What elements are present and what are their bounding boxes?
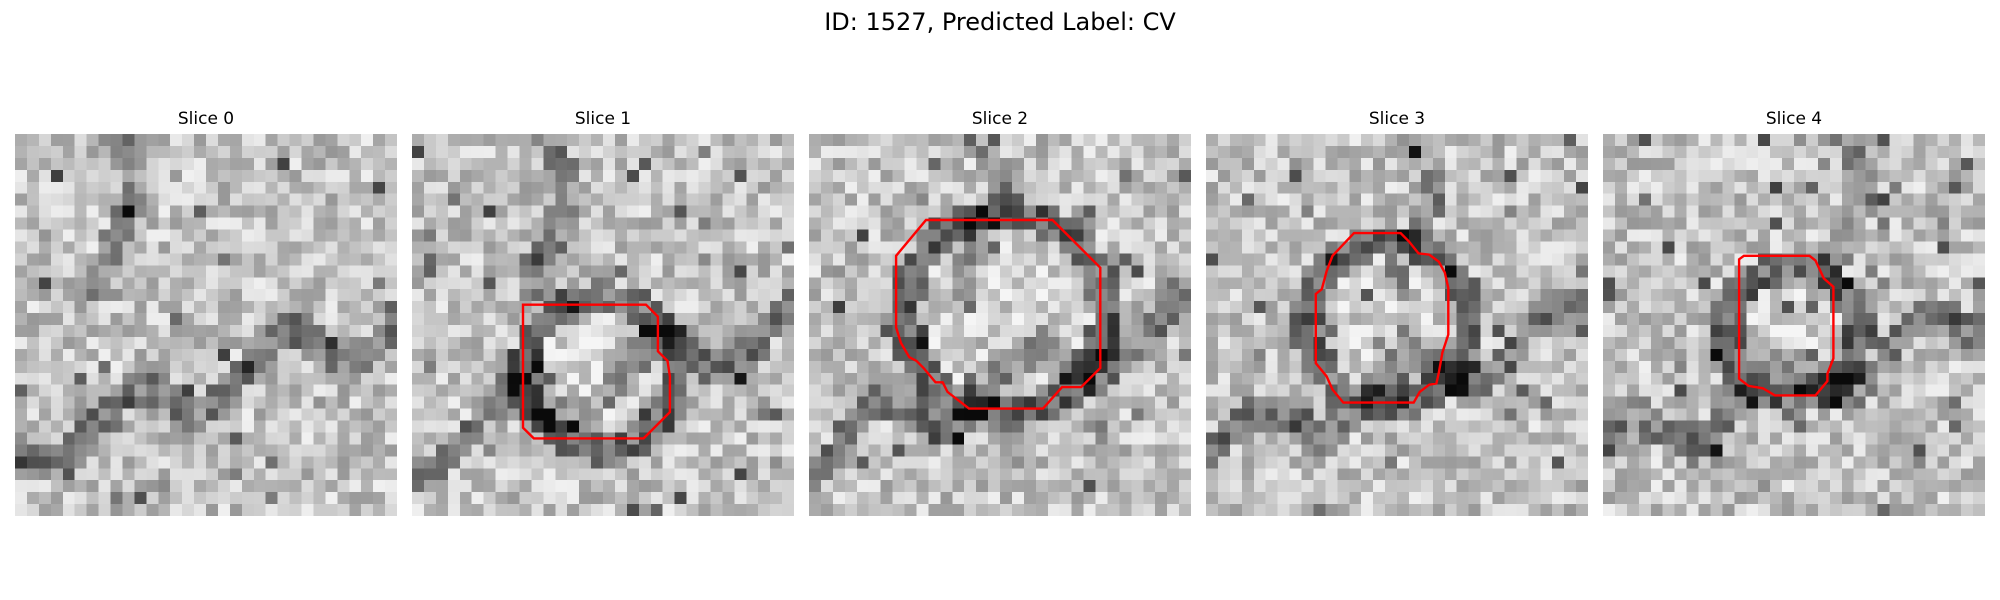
slice-panel-4: Slice 4: [1603, 108, 1985, 516]
slice-title: Slice 1: [574, 109, 632, 129]
slice-image: [809, 134, 1191, 516]
slice-image: [412, 134, 794, 516]
segmentation-outline: [1314, 231, 1450, 404]
slice-title: Slice 2: [971, 109, 1029, 129]
segmentation-outline: [1737, 254, 1835, 397]
slice-panel-2: Slice 2: [809, 108, 1191, 516]
slice-image: [15, 134, 397, 516]
slice-panel-3: Slice 3: [1206, 108, 1588, 516]
segmentation-outline: [521, 303, 672, 440]
slice-panel-1: Slice 1: [412, 108, 794, 516]
slice-title: Slice 0: [177, 109, 235, 129]
figure-title: ID: 1527, Predicted Label: CV: [824, 8, 1176, 36]
slice-panel-0: Slice 0: [15, 108, 397, 516]
slice-image: [1603, 134, 1985, 516]
slice-title: Slice 3: [1368, 109, 1426, 129]
slice-title: Slice 4: [1765, 109, 1823, 129]
segmentation-outline: [894, 218, 1102, 410]
slice-image: [1206, 134, 1588, 516]
